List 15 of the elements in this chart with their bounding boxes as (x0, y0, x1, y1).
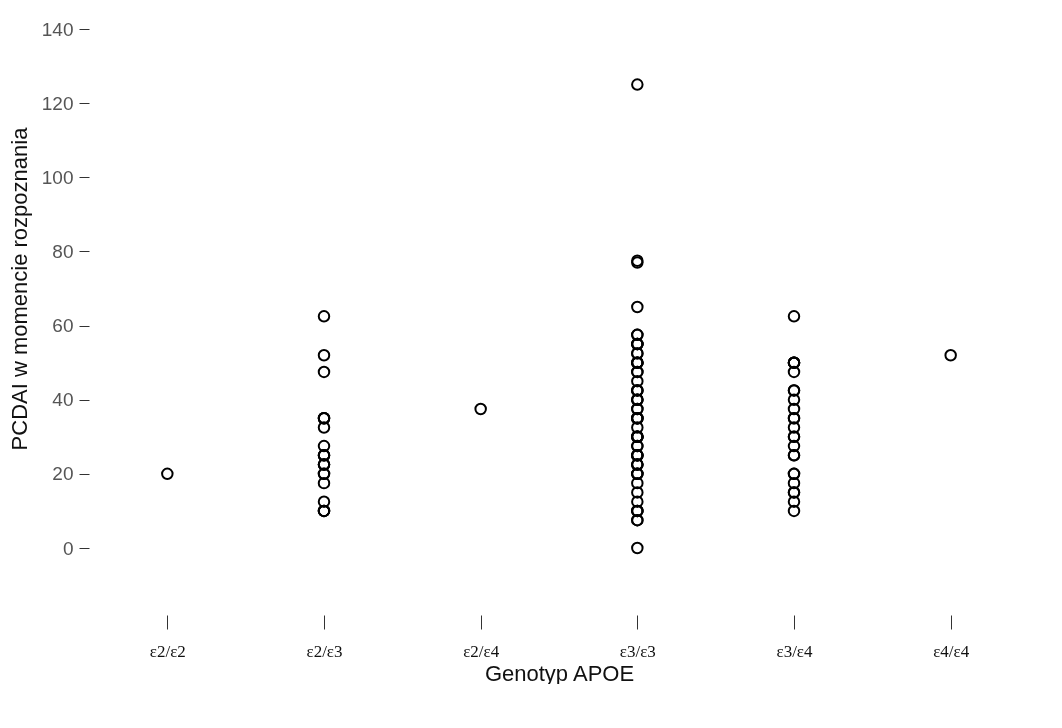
x-tick-label: ε2/ε3 (306, 641, 343, 661)
x-tick-label: ε3/ε3 (619, 641, 656, 661)
y-tick-label: 80 (52, 240, 74, 262)
x-tick-label: ε4/ε4 (933, 641, 970, 661)
y-tick-label: 0 (62, 537, 74, 559)
x-tick-label: ε2/ε2 (149, 641, 186, 661)
x-tick-label: ε2/ε4 (463, 641, 500, 661)
y-tick-label: 40 (52, 389, 74, 411)
y-tick-label: 120 (41, 92, 74, 114)
y-tick-label: 100 (41, 166, 74, 188)
x-tick-label: ε3/ε4 (776, 641, 813, 661)
y-tick-label: 140 (41, 18, 74, 40)
y-axis-title: PCDAI w momencie rozpoznania (6, 126, 32, 451)
y-tick-label: 60 (52, 315, 74, 337)
y-tick-label: 20 (52, 463, 74, 485)
